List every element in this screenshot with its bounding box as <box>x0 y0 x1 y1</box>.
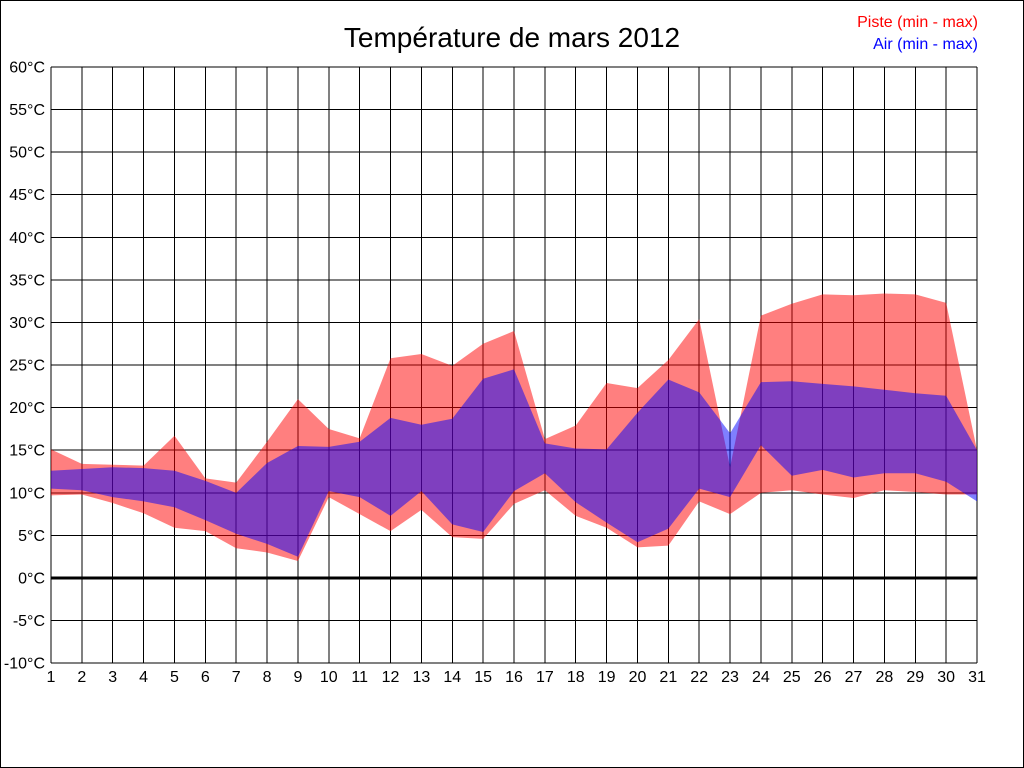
x-tick-label: 20 <box>629 669 647 686</box>
x-tick-label: 22 <box>690 669 708 686</box>
x-axis-labels: 1 2 3 4 5 6 7 8 9 10 11 12 13 14 15 16 17 18 19 20 21 22 23 24 2… <box>47 669 986 686</box>
x-tick-label: 21 <box>659 669 677 686</box>
x-tick-label: 2 <box>77 669 86 686</box>
y-tick-label: 0°C <box>18 571 45 588</box>
y-tick-label: 55°C <box>9 102 45 119</box>
x-tick-label: 7 <box>232 669 241 686</box>
x-tick-label: 25 <box>783 669 801 686</box>
x-tick-label: 28 <box>876 669 894 686</box>
x-tick-label: 18 <box>567 669 585 686</box>
x-tick-label: 12 <box>382 669 400 686</box>
x-tick-label: 14 <box>443 669 461 686</box>
legend-piste-label: Piste (min - max) <box>857 14 978 31</box>
x-tick-label: 24 <box>752 669 770 686</box>
x-tick-label: 29 <box>906 669 924 686</box>
x-tick-label: 30 <box>937 669 955 686</box>
y-tick-label: -5°C <box>13 613 45 630</box>
x-tick-label: 5 <box>170 669 179 686</box>
y-tick-label: 10°C <box>9 485 45 502</box>
x-tick-label: 27 <box>845 669 863 686</box>
legend-air-label: Air (min - max) <box>873 36 978 53</box>
x-tick-label: 26 <box>814 669 832 686</box>
x-tick-label: 19 <box>598 669 616 686</box>
y-tick-label: -10°C <box>4 656 45 673</box>
y-tick-label: 45°C <box>9 187 45 204</box>
y-tick-label: 50°C <box>9 145 45 162</box>
y-tick-label: 30°C <box>9 315 45 332</box>
x-tick-label: 3 <box>108 669 117 686</box>
air-band <box>51 369 977 557</box>
y-tick-label: 15°C <box>9 443 45 460</box>
y-tick-label: 5°C <box>18 528 45 545</box>
x-tick-label: 17 <box>536 669 554 686</box>
x-tick-label: 31 <box>968 669 986 686</box>
y-axis-labels: 60°C 55°C 50°C 45°C 40°C 35°C 30°C 25°C 20°C 15°C… <box>4 59 45 672</box>
y-tick-label: 25°C <box>9 358 45 375</box>
y-tick-label: 40°C <box>9 230 45 247</box>
chart-title: Température de mars 2012 <box>344 22 680 53</box>
x-tick-label: 9 <box>293 669 302 686</box>
x-tick-label: 6 <box>201 669 210 686</box>
x-tick-label: 13 <box>413 669 431 686</box>
x-tick-label: 15 <box>474 669 492 686</box>
x-tick-label: 23 <box>721 669 739 686</box>
y-tick-label: 35°C <box>9 272 45 289</box>
x-tick-label: 16 <box>505 669 523 686</box>
x-tick-label: 11 <box>351 669 368 686</box>
x-tick-label: 1 <box>47 669 56 686</box>
x-tick-label: 8 <box>263 669 272 686</box>
x-tick-label: 4 <box>139 669 148 686</box>
x-tick-label: 10 <box>320 669 338 686</box>
y-tick-label: 20°C <box>9 400 45 417</box>
y-tick-label: 60°C <box>9 59 45 76</box>
